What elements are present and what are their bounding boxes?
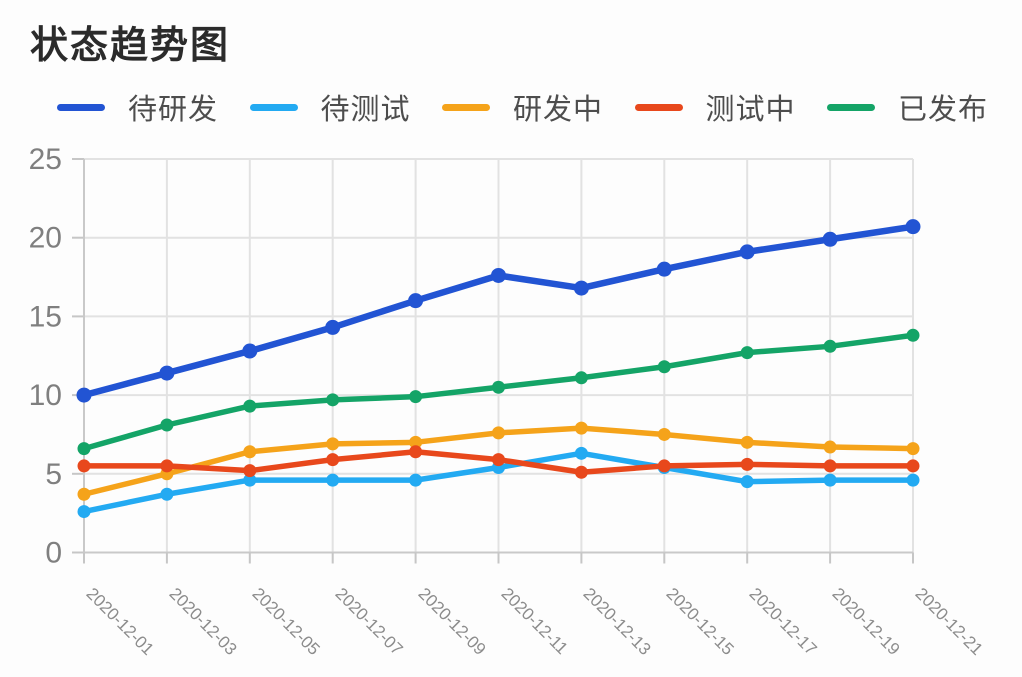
data-point-已发布-2020-12-21 [906, 328, 920, 342]
data-point-待研发-2020-12-09 [408, 293, 424, 309]
legend-item-待研发[interactable]: 待研发 [57, 86, 218, 128]
data-point-待研发-2020-12-07 [325, 319, 341, 335]
data-point-研发中-2020-12-19 [823, 440, 837, 454]
data-point-已发布-2020-12-17 [740, 346, 754, 360]
y-axis-label: 5 [45, 458, 62, 491]
y-axis-label: 15 [29, 300, 62, 333]
data-point-待测试-2020-12-01 [77, 505, 91, 519]
legend-item-已发布[interactable]: 已发布 [827, 86, 988, 128]
data-point-已发布-2020-12-11 [492, 380, 505, 394]
legend-label: 已发布 [898, 94, 989, 126]
data-point-待测试-2020-12-19 [823, 473, 837, 487]
data-point-待研发-2020-12-11 [491, 267, 506, 283]
data-point-研发中-2020-12-09 [409, 435, 423, 449]
data-point-测试中-2020-12-01 [77, 459, 91, 473]
data-point-待测试-2020-12-21 [906, 473, 920, 487]
data-point-待研发-2020-12-01 [76, 387, 92, 403]
y-axis-label: 0 [45, 537, 62, 570]
data-point-待测试-2020-12-13 [574, 446, 588, 460]
data-point-研发中-2020-12-13 [574, 421, 588, 435]
legend-item-待测试[interactable]: 待测试 [249, 86, 411, 128]
y-axis-label: 20 [29, 222, 62, 255]
data-point-待测试-2020-12-17 [740, 475, 754, 489]
data-point-已发布-2020-12-15 [657, 360, 671, 374]
data-point-已发布-2020-12-03 [160, 418, 174, 432]
data-point-研发中-2020-12-01 [77, 487, 91, 501]
data-point-研发中-2020-12-11 [492, 426, 505, 440]
data-point-研发中-2020-12-21 [906, 442, 920, 456]
chart-title: 状态趋势图 [30, 25, 231, 67]
data-point-测试中-2020-12-17 [740, 457, 754, 471]
data-point-待测试-2020-12-05 [243, 473, 257, 487]
data-point-测试中-2020-12-21 [906, 459, 920, 473]
chart-legend: 待研发 待测试 研发中 测试中 已发布 [0, 86, 1022, 126]
data-point-已发布-2020-12-19 [823, 339, 837, 353]
data-point-测试中-2020-12-15 [657, 459, 671, 473]
data-point-已发布-2020-12-07 [326, 393, 340, 407]
data-point-测试中-2020-12-05 [243, 464, 257, 478]
y-axis-label: 10 [29, 379, 62, 412]
legend-swatch [442, 103, 490, 111]
data-point-待测试-2020-12-07 [326, 473, 340, 487]
data-point-已发布-2020-12-01 [77, 442, 91, 456]
data-point-待研发-2020-12-17 [739, 244, 755, 260]
data-point-研发中-2020-12-15 [657, 427, 671, 441]
data-point-待测试-2020-12-09 [409, 473, 423, 487]
legend-item-研发中[interactable]: 研发中 [442, 86, 603, 128]
legend-swatch [249, 103, 298, 111]
data-point-待研发-2020-12-13 [573, 280, 589, 296]
data-point-研发中-2020-12-05 [243, 445, 257, 459]
data-point-待研发-2020-12-19 [822, 231, 838, 247]
data-point-待研发-2020-12-21 [905, 219, 921, 235]
legend-swatch [634, 103, 683, 111]
data-point-待研发-2020-12-05 [242, 343, 258, 359]
data-point-测试中-2020-12-11 [492, 453, 505, 467]
data-point-测试中-2020-12-13 [574, 465, 588, 479]
y-axis-label: 25 [29, 143, 62, 176]
legend-label: 待研发 [128, 94, 219, 126]
data-point-待研发-2020-12-03 [159, 365, 175, 381]
data-point-已发布-2020-12-09 [409, 390, 423, 404]
data-point-已发布-2020-12-05 [243, 399, 257, 413]
legend-label: 测试中 [705, 94, 796, 126]
legend-label: 研发中 [513, 94, 604, 126]
data-point-已发布-2020-12-13 [574, 371, 588, 385]
legend-label: 待测试 [320, 94, 411, 126]
data-point-测试中-2020-12-19 [823, 459, 837, 473]
data-point-测试中-2020-12-07 [326, 453, 340, 467]
data-point-测试中-2020-12-09 [409, 445, 423, 459]
data-point-研发中-2020-12-17 [740, 435, 754, 449]
data-point-待测试-2020-12-03 [160, 487, 174, 501]
legend-swatch [827, 103, 875, 111]
data-point-待研发-2020-12-15 [656, 261, 672, 277]
data-point-测试中-2020-12-03 [160, 459, 174, 473]
legend-swatch [57, 103, 105, 111]
data-point-研发中-2020-12-07 [326, 437, 340, 451]
legend-item-测试中[interactable]: 测试中 [634, 86, 796, 128]
